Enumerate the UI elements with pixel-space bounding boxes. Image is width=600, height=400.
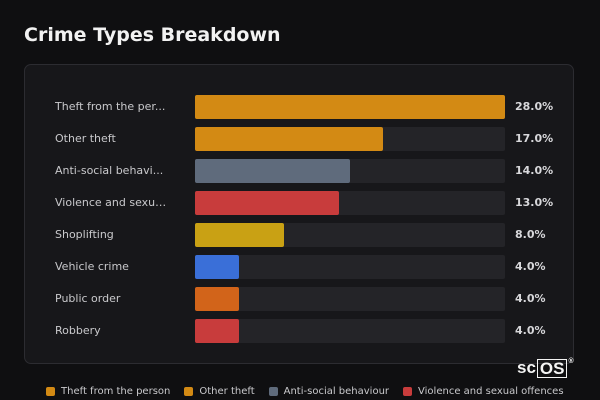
bar-label: Violence and sexua... <box>55 196 167 209</box>
bar-row: Other theft 17.0% <box>25 127 575 151</box>
bar <box>195 159 350 183</box>
bar-value-label: 4.0% <box>515 324 546 337</box>
page-title: Crime Types Breakdown <box>24 24 281 46</box>
scos-logo: sc OS ® <box>517 358 574 378</box>
legend-item: Theft from the person <box>46 386 170 397</box>
legend-label: Theft from the person <box>61 386 171 397</box>
bar-label: Public order <box>55 292 121 305</box>
bar-track <box>195 223 505 247</box>
bar-label: Theft from the per... <box>55 100 166 113</box>
bar <box>195 95 505 119</box>
bar-value-label: 14.0% <box>515 164 554 177</box>
legend-label: Violence and sexual offences <box>418 386 564 397</box>
bar <box>195 287 239 311</box>
bar-label: Shoplifting <box>55 228 114 241</box>
bar <box>195 319 239 343</box>
bar-label: Other theft <box>55 132 116 145</box>
bar-row: Anti-social behavi... 14.0% <box>25 159 575 183</box>
legend-swatch <box>46 387 55 396</box>
bar <box>195 255 239 279</box>
legend-item: Violence and sexual offences <box>403 386 564 397</box>
legend-swatch <box>403 387 413 396</box>
bar-value-label: 17.0% <box>515 132 554 145</box>
logo-text-sc: sc <box>517 358 536 377</box>
bar-value-label: 28.0% <box>515 100 554 113</box>
bar-track <box>195 95 505 119</box>
bar-row: Violence and sexua... 13.0% <box>25 191 575 215</box>
legend-item: Other theft <box>184 386 255 397</box>
logo-text-os: OS <box>536 358 568 378</box>
bar-track <box>195 255 505 279</box>
bar <box>195 127 383 151</box>
bar-row: Public order 4.0% <box>25 287 575 311</box>
bar-label: Anti-social behavi... <box>55 164 164 177</box>
legend-label: Other theft <box>199 386 255 397</box>
legend-swatch <box>184 387 194 396</box>
bar-row: Shoplifting 8.0% <box>25 223 575 247</box>
bar-row: Vehicle crime 4.0% <box>25 255 575 279</box>
chart-legend: Theft from the person Other theft Anti-soc… <box>46 386 564 397</box>
bar-track <box>195 319 505 343</box>
bar <box>195 191 339 215</box>
bar-label: Vehicle crime <box>55 260 129 273</box>
bar-label: Robbery <box>55 324 101 337</box>
bar-track <box>195 127 505 151</box>
bar-value-label: 8.0% <box>515 228 546 241</box>
legend-swatch <box>268 387 278 396</box>
bar-track <box>195 287 505 311</box>
bar <box>195 223 284 247</box>
legend-label: Anti-social behaviour <box>283 386 390 397</box>
bar-row: Theft from the per... 28.0% <box>25 95 575 119</box>
bar-track <box>195 159 505 183</box>
chart-panel: Theft from the per... 28.0% Other theft 17.… <box>24 64 574 364</box>
bar-row: Robbery 4.0% <box>25 319 575 343</box>
legend-item: Anti-social behaviour <box>268 386 390 397</box>
registered-mark: ® <box>568 358 574 365</box>
bar-value-label: 4.0% <box>515 260 546 273</box>
bar-value-label: 13.0% <box>515 196 554 209</box>
bar-track <box>195 191 505 215</box>
bar-value-label: 4.0% <box>515 292 546 305</box>
